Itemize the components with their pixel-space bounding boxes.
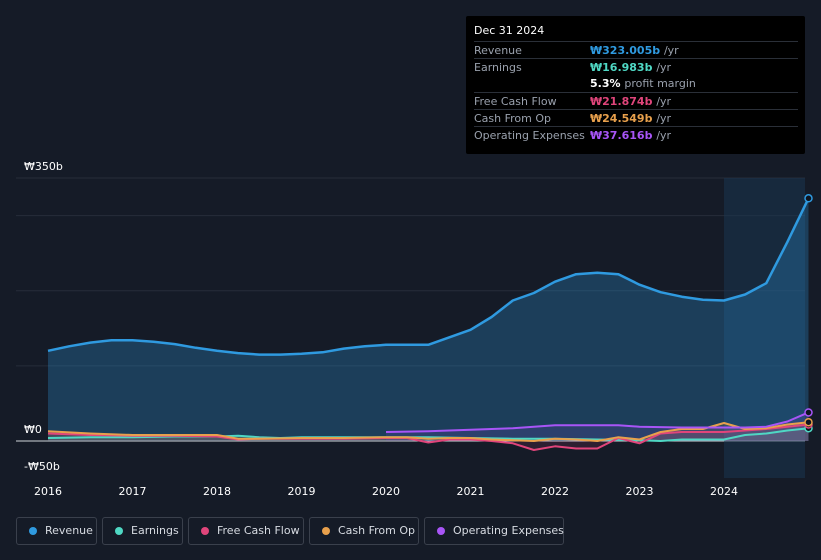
legend-label: Free Cash Flow (217, 524, 300, 537)
x-tick-label: 2024 (710, 485, 738, 498)
revenue-line (47, 197, 810, 356)
tooltip-value-earnings: ₩16.983b /yr (590, 61, 672, 74)
x-tick-label: 2020 (372, 485, 400, 498)
x-tick-label: 2019 (287, 485, 316, 498)
legend-label: Operating Expenses (453, 524, 564, 537)
tooltip-panel: Dec 31 2024 Revenue ₩323.005b /yr Earnin… (466, 16, 805, 154)
x-tick-label: 2018 (203, 485, 231, 498)
legend-label: Earnings (131, 524, 179, 537)
tooltip-row-earnings: Earnings ₩16.983b /yr (474, 58, 798, 76)
legend-item-cash-from-op[interactable]: Cash From Op (309, 517, 419, 545)
x-tick-label: 2023 (625, 485, 654, 498)
legend-item-operating-expenses[interactable]: Operating Expenses (424, 517, 564, 545)
series-areas (48, 198, 809, 450)
y-tick-label-zero: ₩0 (24, 423, 42, 436)
operating-expenses-line (385, 411, 809, 433)
y-tick-label-bottom: -₩50b (24, 460, 60, 473)
tooltip-label: Cash From Op (474, 112, 552, 125)
tooltip-date: Dec 31 2024 (474, 24, 545, 37)
tooltip-row-revenue: Revenue ₩323.005b /yr (474, 41, 798, 59)
tooltip-row-fcf: Free Cash Flow ₩21.874b /yr (474, 92, 798, 110)
operating-expenses-area (386, 412, 809, 441)
tooltip-value-opex: ₩37.616b /yr (590, 129, 672, 142)
operating-expenses-endpoint (804, 408, 813, 417)
y-tick-label-top: ₩350b (24, 160, 63, 173)
x-tick-label: 2022 (541, 485, 569, 498)
cash-from-op-endpoint (804, 417, 813, 427)
x-tick-label: 2017 (118, 485, 147, 498)
grid-lines (16, 177, 805, 442)
tooltip-label: Revenue (474, 44, 522, 57)
legend-label: Cash From Op (338, 524, 416, 537)
revenue-area (48, 198, 809, 441)
tooltip-value-cfo: ₩24.549b /yr (590, 112, 672, 125)
tooltip-value-fcf: ₩21.874b /yr (590, 95, 672, 108)
cash-from-op-area (48, 422, 809, 441)
tooltip-label: Operating Expenses (474, 129, 585, 142)
tooltip-row-margin: 5.3% profit margin (474, 75, 798, 92)
legend-item-free-cash-flow[interactable]: Free Cash Flow (188, 517, 304, 545)
legend-item-earnings[interactable]: Earnings (102, 517, 183, 545)
legend-label: Revenue (45, 524, 93, 537)
series-endpoints (804, 194, 813, 433)
series-lines (47, 197, 810, 451)
legend-dot-icon (322, 527, 330, 535)
legend-dot-icon (115, 527, 123, 535)
tooltip-value-revenue: ₩323.005b /yr (590, 44, 679, 57)
legend-dot-icon (201, 527, 209, 535)
tooltip-row-opex: Operating Expenses ₩37.616b /yr (474, 126, 798, 144)
x-tick-label: 2016 (34, 485, 62, 498)
legend-dot-icon (437, 527, 445, 535)
legend-item-revenue[interactable]: Revenue (16, 517, 97, 545)
tooltip-value-margin: 5.3% profit margin (590, 77, 696, 90)
tooltip-row-cfo: Cash From Op ₩24.549b /yr (474, 109, 798, 127)
tooltip-label: Free Cash Flow (474, 95, 557, 108)
tooltip-label: Earnings (474, 61, 522, 74)
revenue-endpoint (804, 194, 813, 203)
x-tick-label: 2021 (456, 485, 485, 498)
legend-dot-icon (29, 527, 37, 535)
